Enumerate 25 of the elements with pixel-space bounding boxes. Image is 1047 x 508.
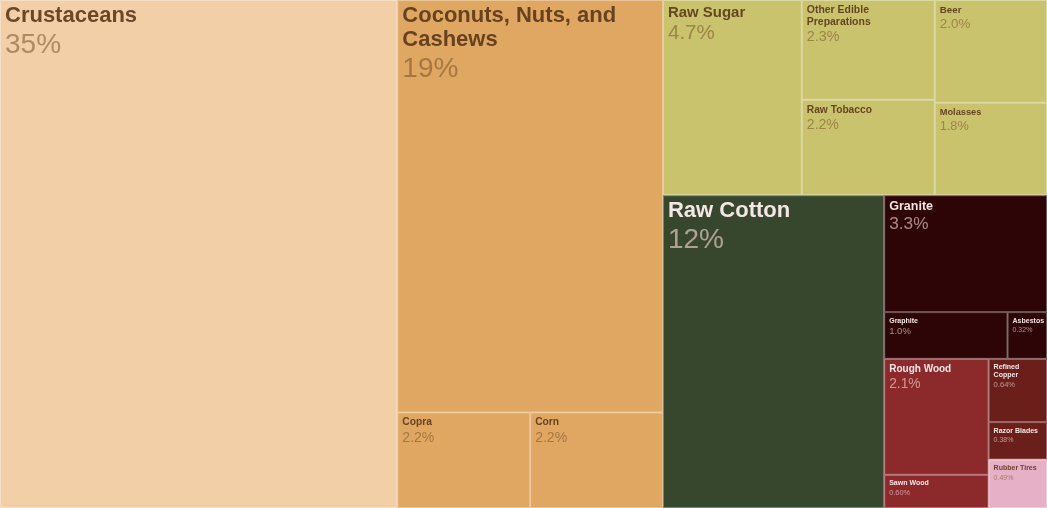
category-label: Corn	[535, 416, 559, 428]
category-label: Crustaceans	[5, 2, 138, 28]
data-label: 2.3%	[806, 28, 840, 45]
category-label: Granite	[889, 198, 934, 213]
category-label: Other Edible Preparations	[806, 4, 871, 27]
data-label: 3.3%	[889, 213, 929, 234]
category-label: Raw Cotton	[667, 197, 791, 223]
category-label: Molasses	[939, 106, 982, 117]
data-label: 2.2%	[806, 115, 839, 132]
category-label: Rough Wood	[889, 362, 952, 374]
data-label: 1.0%	[889, 325, 912, 337]
data-label: 2.0%	[939, 16, 971, 32]
data-label: 2.1%	[889, 375, 921, 391]
category-label: Beer	[939, 3, 962, 15]
data-label: 35%	[5, 27, 62, 59]
data-label: 4.7%	[667, 20, 715, 44]
data-label: 2.2%	[535, 428, 568, 445]
data-label: 12%	[667, 223, 725, 255]
category-label: Raw Sugar	[667, 2, 746, 20]
category-label: Copra	[402, 416, 433, 428]
category-label: Coconuts, Nuts, and Cashews	[402, 2, 617, 52]
data-label: 19%	[402, 52, 459, 84]
category-label: Raw Tobacco	[806, 103, 872, 115]
data-label: 2.2%	[402, 428, 435, 445]
data-label: 1.8%	[939, 117, 969, 133]
